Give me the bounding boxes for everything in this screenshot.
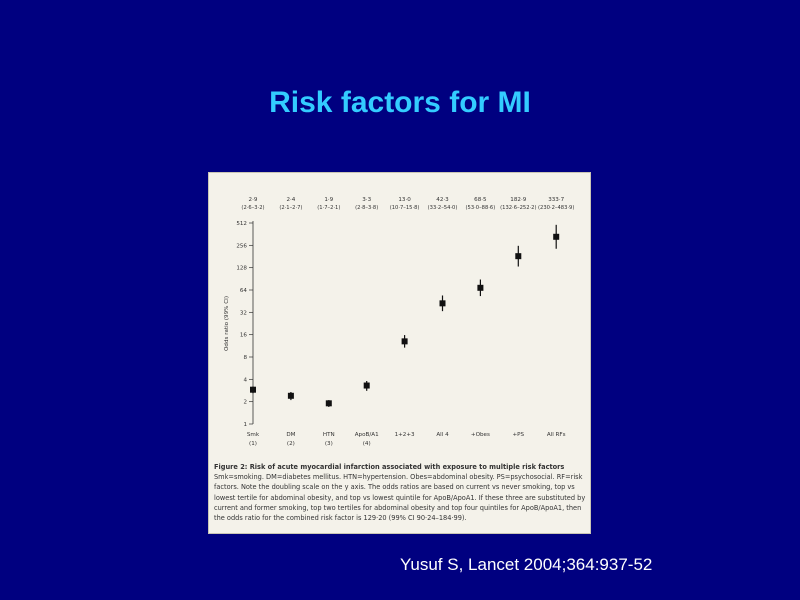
y-tick-label: 64 (240, 288, 248, 294)
x-category-sublabel: (3) (325, 441, 333, 447)
y-tick-label: 256 (236, 243, 247, 249)
caption-body: Smk=smoking. DM=diabetes mellitus. HTN=h… (214, 473, 586, 523)
y-tick-label: 8 (243, 355, 247, 361)
data-point (250, 386, 256, 393)
x-category-label: 1+2+3 (395, 432, 415, 438)
figure-caption: Figure 2: Risk of acute myocardial infar… (214, 462, 586, 523)
data-point (287, 392, 294, 399)
odds-ratio-chart: 1 2 4 8 16 32 64 128 256 512 Odds ratio (99% CI) 2·… (224, 197, 574, 447)
slide-title: Risk factors for MI (269, 86, 531, 119)
x-category-label: Smk (247, 432, 260, 438)
y-tick-label: 512 (236, 221, 247, 227)
x-category-label: DM (286, 432, 295, 438)
or-label: 68·5 (474, 197, 487, 203)
or-label: 182·9 (510, 197, 526, 203)
x-category-sublabel: (1) (249, 441, 257, 447)
citation: Yusuf S, Lancet 2004;364:937-52 (400, 555, 653, 574)
ci-label: (1·7–2·1) (317, 205, 340, 211)
ci-label: (2·6–3·2) (241, 205, 264, 211)
or-label: 13·0 (398, 197, 411, 203)
x-category-sublabel: (4) (363, 441, 371, 447)
data-point (477, 284, 484, 291)
data-point (325, 400, 332, 407)
ci-label: (230·2–483·9) (538, 205, 574, 211)
ci-label: (33·2–54·0) (428, 205, 458, 211)
ci-label: (132·6–252·2) (500, 205, 536, 211)
x-category-label: All 4 (436, 432, 449, 438)
caption-title: Figure 2: Risk of acute myocardial infar… (214, 463, 565, 471)
y-tick-label: 128 (236, 266, 247, 272)
data-point (515, 253, 522, 260)
y-tick-label: 16 (240, 333, 248, 339)
ci-label: (2·1–2·7) (279, 205, 302, 211)
or-label: 1·9 (324, 197, 333, 203)
y-axis-label: Odds ratio (99% CI) (224, 296, 230, 351)
ci-label: (10·7–15·8) (390, 205, 420, 211)
figure-panel: 1 2 4 8 16 32 64 128 256 512 Odds ratio (99% CI) 2·… (208, 172, 591, 534)
data-point (553, 233, 560, 240)
or-label: 2·4 (286, 197, 295, 203)
or-label: 333·7 (548, 197, 564, 203)
data-point (401, 338, 408, 345)
ci-label: (2·8–3·8) (355, 205, 378, 211)
x-category-label: HTN (323, 432, 335, 438)
or-label: 3·3 (362, 197, 371, 203)
x-category-label: ApoB/A1 (355, 432, 379, 438)
or-label: 42·3 (436, 197, 449, 203)
ci-label: (53·0–88·6) (466, 205, 496, 211)
x-category-label: +PS (512, 432, 524, 438)
x-category-sublabel: (2) (287, 441, 295, 447)
data-point (363, 382, 370, 389)
y-tick-label: 1 (243, 422, 247, 428)
y-tick-label: 32 (240, 310, 247, 316)
x-category-label: +Obes (471, 432, 490, 438)
y-tick-label: 4 (243, 377, 247, 383)
or-label: 2·9 (249, 197, 258, 203)
data-point (439, 300, 446, 307)
y-tick-label: 2 (243, 400, 247, 406)
x-category-label: All RFs (547, 432, 566, 438)
